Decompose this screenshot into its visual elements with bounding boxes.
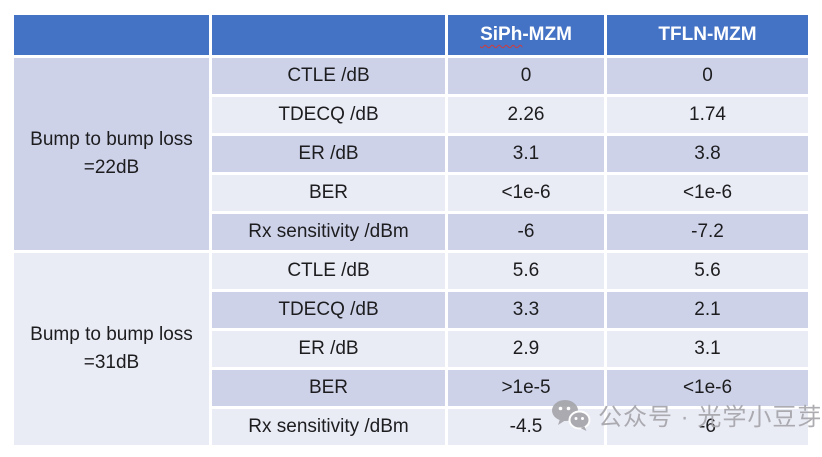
siph-value-cell: 0 <box>448 58 604 94</box>
header-siph-suffix: -MZM <box>522 24 572 46</box>
metric-cell: Rx sensitivity /dBm <box>212 409 445 445</box>
metric-cell: TDECQ /dB <box>212 292 445 328</box>
tfln-value-cell: 5.6 <box>607 253 808 289</box>
metric-cell: CTLE /dB <box>212 253 445 289</box>
watermark: 公众号 · 光学小豆芽 <box>551 397 822 432</box>
group-cell-31db: Bump to bump loss =31dB <box>14 253 209 445</box>
tfln-value-cell: -7.2 <box>607 214 808 250</box>
wechat-icon <box>552 399 591 431</box>
metric-cell: Rx sensitivity /dBm <box>212 214 445 250</box>
siph-value-cell: 3.3 <box>448 292 604 328</box>
header-siph-misspelled-word: SiPh <box>480 24 523 46</box>
metric-cell: ER /dB <box>212 136 445 172</box>
header-cell-group-blank <box>14 15 209 55</box>
siph-value-cell: 2.26 <box>448 97 604 133</box>
tfln-value-cell: <1e-6 <box>607 175 808 211</box>
metric-cell: ER /dB <box>212 331 445 367</box>
tfln-value-cell: 0 <box>607 58 808 94</box>
header-cell-metric-blank <box>212 15 445 55</box>
metric-cell: BER <box>212 175 445 211</box>
header-cell-siph-mzm: SiPh -MZM <box>448 15 604 55</box>
tfln-value-cell: 1.74 <box>607 97 808 133</box>
comparison-table: SiPh -MZM TFLN-MZM Bump to bump loss =22d… <box>14 15 808 446</box>
tfln-value-cell: 2.1 <box>607 292 808 328</box>
siph-value-cell: 5.6 <box>448 253 604 289</box>
siph-value-cell: 2.9 <box>448 331 604 367</box>
watermark-text: 公众号 · 光学小豆芽 <box>598 404 822 431</box>
tfln-value-cell: 3.8 <box>607 136 808 172</box>
header-cell-tfln-mzm: TFLN-MZM <box>607 15 808 55</box>
tfln-value-cell: -6 <box>607 409 808 445</box>
metric-cell: TDECQ /dB <box>212 97 445 133</box>
metric-cell: CTLE /dB <box>212 58 445 94</box>
siph-value-cell: <1e-6 <box>448 175 604 211</box>
metric-cell: BER <box>212 370 445 406</box>
tfln-value-cell: 3.1 <box>607 331 808 367</box>
siph-value-cell: 3.1 <box>448 136 604 172</box>
tfln-value-cell: <1e-6 <box>607 370 808 406</box>
siph-value-cell: >1e-5 <box>448 370 604 406</box>
group-cell-22db: Bump to bump loss =22dB <box>14 58 209 250</box>
siph-value-cell: -6 <box>448 214 604 250</box>
